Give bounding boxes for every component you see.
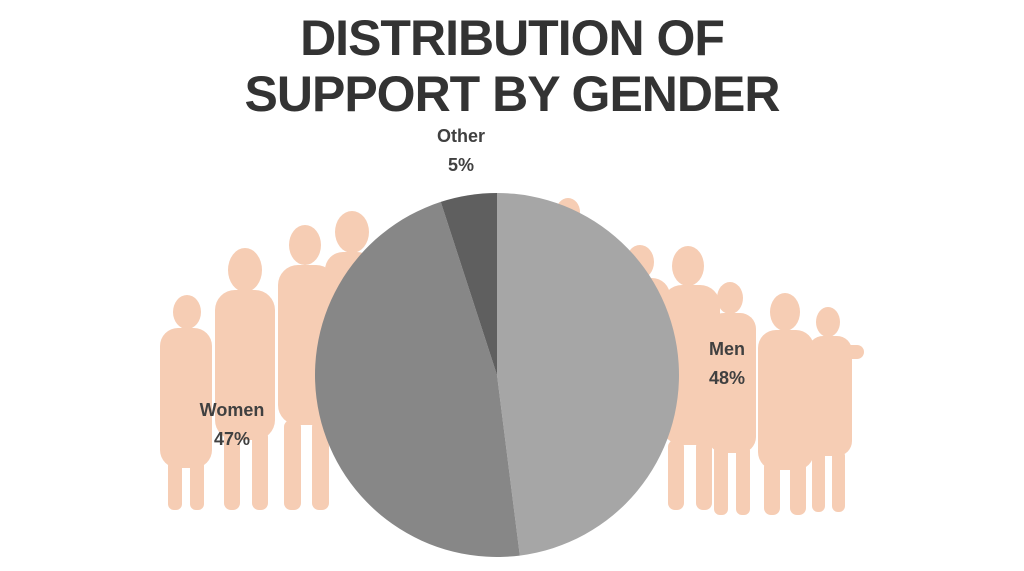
slice-category-label: Women — [200, 400, 265, 420]
slice-category-label: Other — [437, 126, 485, 146]
slice-value-label: 5% — [448, 155, 474, 175]
chart-title: DISTRIBUTION OF SUPPORT BY GENDER — [244, 10, 781, 122]
pie-slice — [314, 201, 520, 558]
slice-value-label: 48% — [709, 368, 745, 388]
slice-category-label: Men — [709, 339, 745, 359]
pie-slice — [497, 193, 680, 556]
pie-slice — [440, 193, 497, 375]
slice-value-label: 47% — [214, 429, 250, 449]
